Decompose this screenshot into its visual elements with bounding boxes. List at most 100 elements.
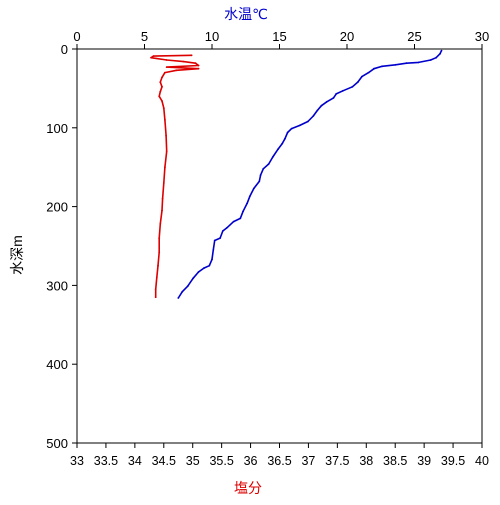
temperature-point [197,271,200,273]
top-tick-label: 30 [475,29,489,44]
plot-frame [76,48,483,444]
salinity-point [161,197,164,200]
salinity-point [175,69,178,72]
left-tick-label: 200 [46,200,68,215]
top-tick-label: 0 [73,29,80,44]
bottom-axis: 33 33.5 34 34.5 35 35.5 36 36.5 37 37.5 38 38.5 39 39… [70,443,489,468]
salinity-point [150,56,153,59]
temperature-point [284,137,286,140]
salinity-point [165,59,168,61]
bottom-tick-label: 36.5 [267,454,291,468]
top-tick-label: 15 [272,29,286,44]
left-tick-label: 0 [61,42,68,57]
salinity-point [158,251,161,254]
salinity-point [165,134,168,137]
salinity-point [161,76,163,79]
salinity-point [159,223,162,225]
salinity-point [190,54,193,57]
temperature-point [373,67,375,70]
bottom-tick-label: 40 [475,454,489,468]
salinity-point [161,85,163,88]
salinity-point [152,55,155,57]
left-axis-title: 水深m [9,235,25,275]
bottom-tick-label: 36 [244,454,258,468]
temperature-point [212,249,215,251]
salinity-point [154,296,157,299]
temperature-point [181,290,184,293]
bottom-tick-label: 34 [128,454,142,468]
temperature-point [258,180,261,183]
temperature-point [312,115,315,117]
temperature-point [367,71,370,74]
temperature-point [252,187,255,190]
left-tick-label: 500 [46,436,68,451]
temperature-point [177,297,180,299]
salinity-point [197,67,200,70]
temperature-point [219,237,222,240]
temperature-point [192,277,195,280]
temperature-point [248,195,251,198]
top-axis: 0 5 10 15 20 25 30 [73,29,489,49]
temperature-point [239,217,242,220]
temperature-point [361,75,363,78]
temperature-point [232,220,235,223]
salinity-point [165,66,168,68]
temperature-point [320,104,323,107]
left-tick-label: 100 [46,121,68,136]
temperature-point [259,174,262,177]
bottom-tick-label: 38 [359,454,373,468]
salinity-point [158,95,161,98]
temperature-point [208,264,211,267]
temperature-point [342,89,344,92]
temperature-point [429,59,432,61]
left-tick-label: 400 [46,357,68,372]
bottom-tick-label: 37.5 [325,454,349,468]
temperature-point [405,62,408,65]
salinity-point [157,264,159,267]
bottom-tick-label: 33 [70,454,84,468]
temperature-point [316,109,319,112]
salinity-point [161,100,163,102]
top-tick-label: 20 [340,29,354,44]
temperature-point [277,148,279,151]
temperature-point [267,163,270,165]
salinity-point [154,288,157,291]
temperature-point [213,239,216,242]
salinity-point [158,237,161,240]
top-tick-label: 25 [407,29,421,44]
temperature-line [177,50,443,299]
temperature-point [211,258,213,261]
bottom-tick-label: 39.5 [441,454,465,468]
bottom-tick-label: 38.5 [383,454,407,468]
temperature-point [242,210,245,213]
temperature-point [325,100,328,103]
salinity-point [155,276,158,279]
temperature-point [271,156,274,158]
left-tick-label: 300 [46,278,68,293]
temperature-point [203,267,205,269]
temperature-point [298,124,301,127]
salinity-point [164,119,166,121]
salinity-point [164,71,166,74]
series-layer [150,49,443,299]
temperature-point [246,202,249,205]
salinity-point [162,107,165,109]
salinity-point [162,182,165,184]
bottom-tick-label: 39 [417,454,431,468]
salinity-point [182,60,185,63]
temperature-point [335,93,338,95]
bottom-tick-label: 37 [301,454,315,468]
temperature-point [381,65,383,68]
salinity-point [194,62,197,65]
bottom-axis-title: 塩分 [234,480,262,496]
temperature-point [225,227,228,229]
temperature-point [281,142,284,145]
bottom-tick-label: 35.5 [209,454,233,468]
temperature-point [351,85,354,88]
bottom-tick-label: 34.5 [152,454,176,468]
temperature-point [439,52,441,55]
salinity-point [197,64,200,67]
bottom-tick-label: 33.5 [94,454,118,468]
